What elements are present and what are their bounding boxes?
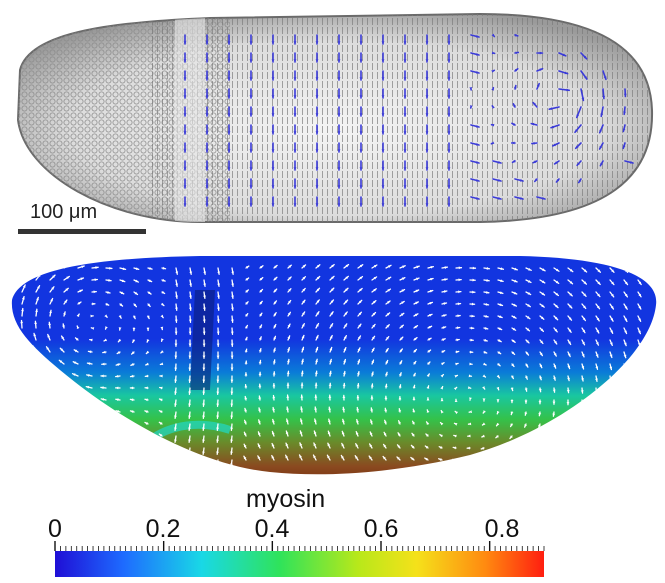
colorbar-tick-label-3: 0.6 <box>364 515 399 543</box>
scale-bar: 100 μm <box>18 201 146 234</box>
colorbar-gradient <box>55 551 544 577</box>
flow-vector-field-top <box>183 33 634 207</box>
colorbar-tick-label-2: 0.4 <box>255 515 290 543</box>
myosin-colorbar: myosin 0 0.2 0.4 0.6 0.8 <box>48 485 545 577</box>
colorbar-tick-label-4: 0.8 <box>485 515 520 543</box>
colorbar-tick-label-0: 0 <box>48 515 62 543</box>
microscopy-embryo-panel <box>16 12 654 223</box>
colorbar-ticks <box>54 541 545 551</box>
colorbar-tick-label-1: 0.2 <box>146 515 181 543</box>
myosin-simulation-panel <box>11 256 657 475</box>
scale-bar-label: 100 μm <box>30 201 97 223</box>
colorbar-title: myosin <box>246 485 325 513</box>
scale-bar-line <box>18 229 146 234</box>
